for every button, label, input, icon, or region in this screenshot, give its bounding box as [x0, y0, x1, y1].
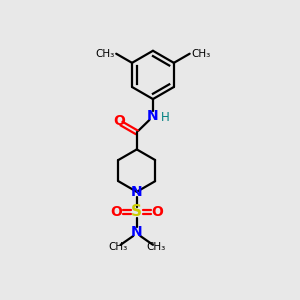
Text: O: O — [113, 114, 125, 128]
Text: S: S — [131, 204, 142, 219]
Text: H: H — [161, 111, 170, 124]
Text: N: N — [147, 109, 159, 123]
Text: N: N — [131, 225, 142, 239]
Text: CH₃: CH₃ — [146, 242, 166, 252]
Text: CH₃: CH₃ — [95, 49, 115, 59]
Text: O: O — [110, 205, 122, 219]
Text: O: O — [152, 205, 163, 219]
Text: CH₃: CH₃ — [191, 49, 211, 59]
Text: CH₃: CH₃ — [108, 242, 127, 252]
Text: N: N — [131, 185, 142, 199]
